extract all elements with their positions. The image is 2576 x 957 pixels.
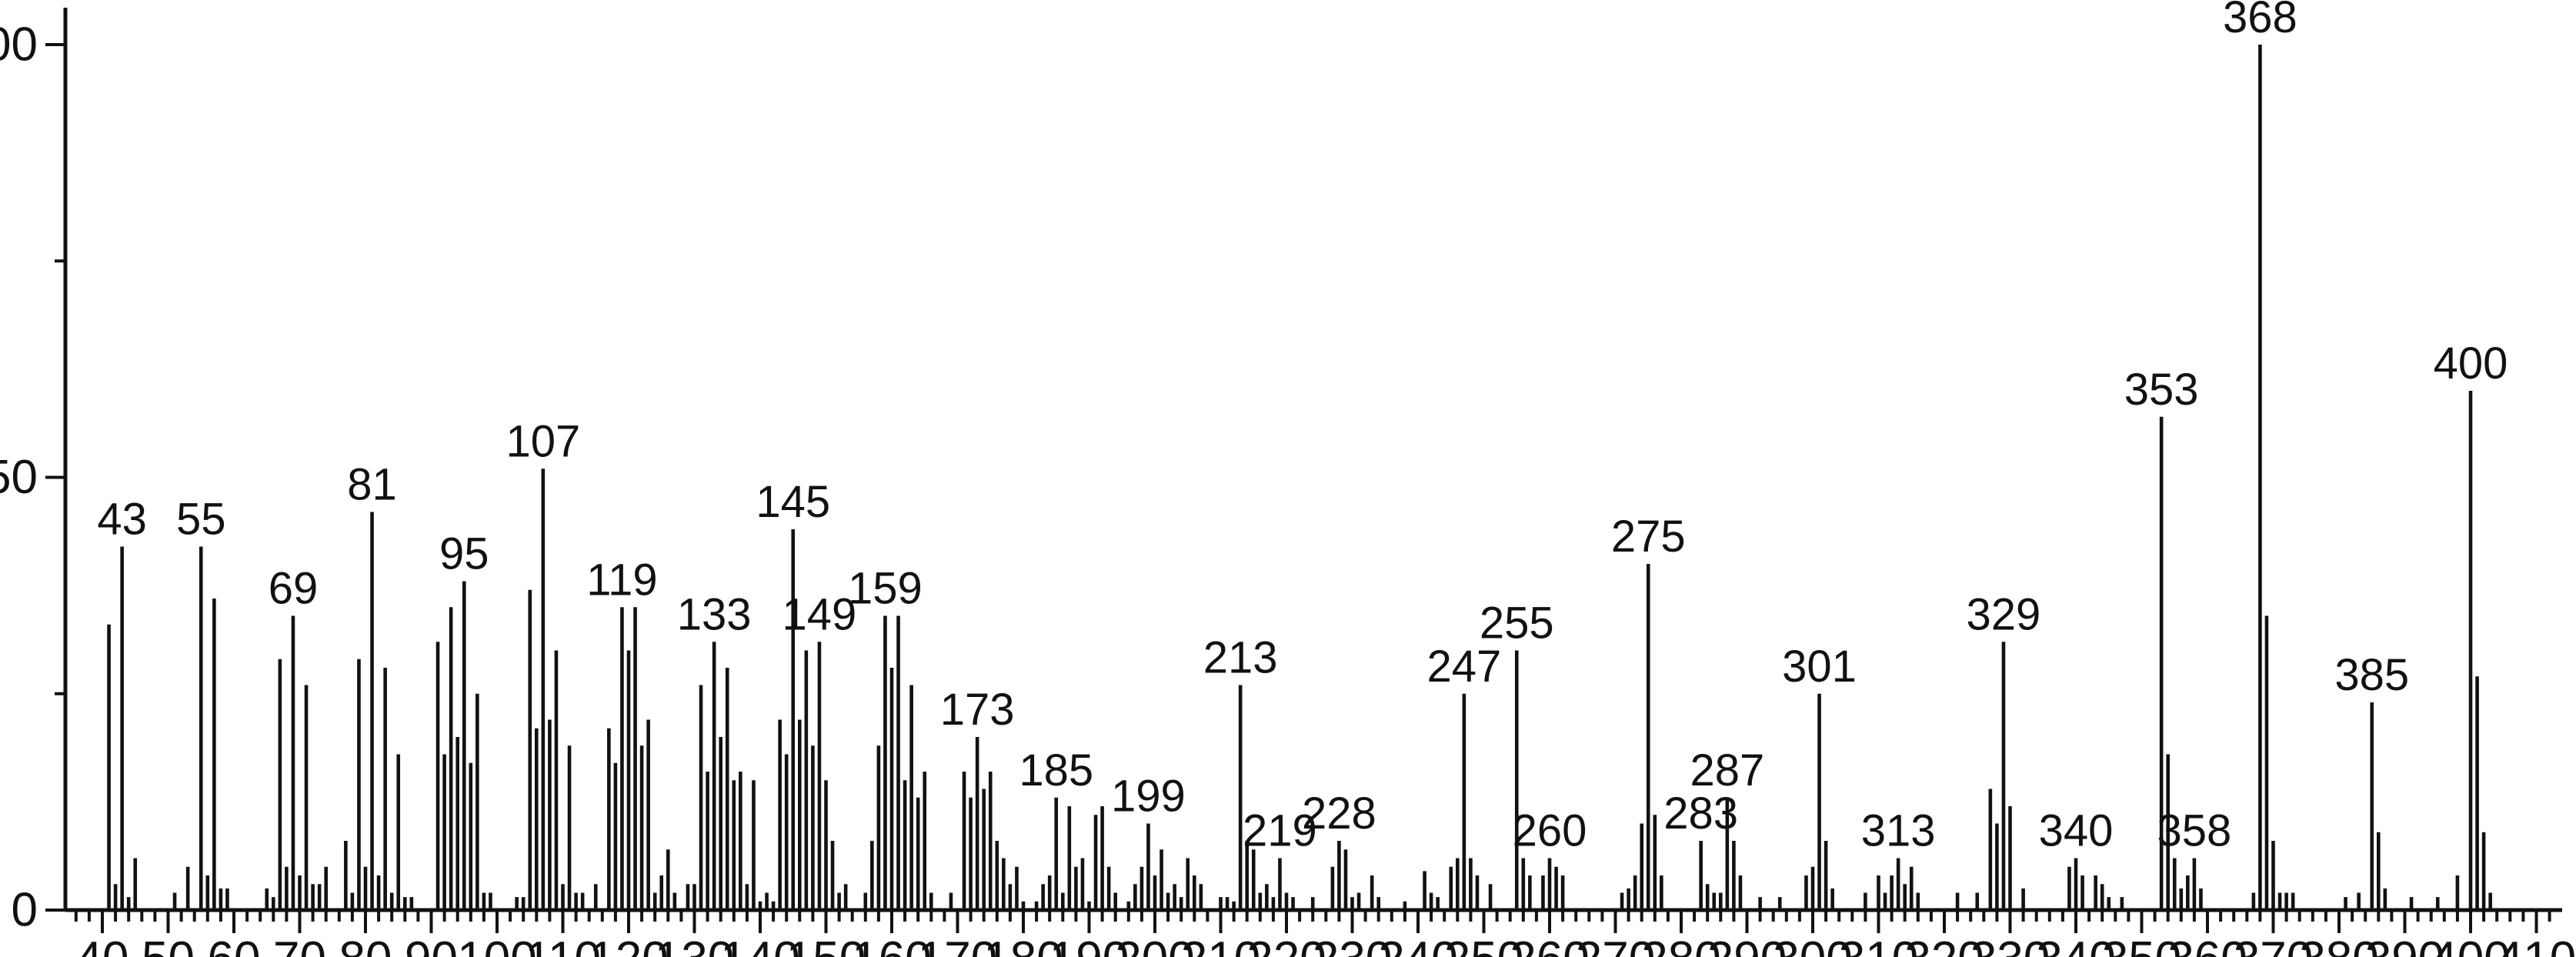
peak-label: 340 <box>2039 806 2114 856</box>
x-tick-label: 130 <box>655 932 734 957</box>
x-tick-label: 80 <box>339 932 392 957</box>
peak-label: 301 <box>1782 642 1857 692</box>
x-tick-label: 310 <box>1839 932 1918 957</box>
peak-label: 199 <box>1111 772 1186 822</box>
x-tick-label: 90 <box>405 932 458 957</box>
axes <box>63 8 2562 912</box>
x-tick-label: 120 <box>589 932 668 957</box>
x-tick-label: 400 <box>2431 932 2510 957</box>
x-tick-label: 190 <box>1049 932 1129 957</box>
x-tick-label: 170 <box>918 932 997 957</box>
peak-label: 275 <box>1611 512 1686 562</box>
x-tick-label: 360 <box>2167 932 2247 957</box>
x-tick-label: 300 <box>1773 932 1852 957</box>
peak-label: 145 <box>756 477 830 527</box>
x-tick-label: 100 <box>457 932 536 957</box>
x-tick-label: 330 <box>1970 932 2050 957</box>
peak-label: 149 <box>782 589 857 639</box>
x-tick-label: 410 <box>2497 932 2576 957</box>
x-tick-label: 260 <box>1510 932 1589 957</box>
peak-label: 283 <box>1663 789 1738 839</box>
tick-marks <box>45 43 2551 933</box>
x-tick-label: 180 <box>983 932 1063 957</box>
peak-label: 313 <box>1861 806 1936 856</box>
peak-label: 173 <box>940 685 1015 735</box>
x-tick-label: 380 <box>2299 932 2378 957</box>
peak-label: 228 <box>1302 789 1376 839</box>
x-tick-label: 160 <box>852 932 931 957</box>
peak-label: 69 <box>269 564 319 614</box>
x-tick-label: 50 <box>142 932 195 957</box>
peak-label: 358 <box>2157 806 2232 856</box>
peak-label: 55 <box>176 495 226 545</box>
peak-label: 385 <box>2334 650 2409 700</box>
peak-label: 133 <box>677 589 752 639</box>
tick-labels: 0501004050607080901001101201301401501601… <box>0 18 2576 957</box>
peak-label: 213 <box>1203 633 1278 683</box>
x-tick-label: 210 <box>1181 932 1260 957</box>
y-tick-label: 100 <box>0 18 38 72</box>
peak-label: 81 <box>347 460 397 510</box>
peak-label: 400 <box>2434 338 2508 388</box>
peak-label: 368 <box>2223 0 2297 42</box>
peak-label: 119 <box>586 555 657 605</box>
y-tick-label: 50 <box>0 451 38 504</box>
x-tick-label: 350 <box>2102 932 2181 957</box>
peak-label: 185 <box>1019 745 1093 795</box>
x-tick-label: 40 <box>76 932 129 957</box>
spectrum-bars <box>107 45 2492 910</box>
x-tick-label: 370 <box>2234 932 2313 957</box>
x-tick-label: 270 <box>1576 932 1655 957</box>
peak-label: 247 <box>1426 642 1501 692</box>
x-tick-label: 60 <box>208 932 261 957</box>
x-tick-label: 340 <box>2036 932 2115 957</box>
x-tick-label: 220 <box>1246 932 1326 957</box>
peak-label: 260 <box>1513 806 1587 856</box>
x-tick-label: 280 <box>1641 932 1720 957</box>
peak-label: 329 <box>1967 589 2041 639</box>
peak-label: 219 <box>1243 806 1317 856</box>
peak-label: 353 <box>2124 365 2199 415</box>
peak-label: 107 <box>506 416 580 466</box>
x-tick-label: 110 <box>525 932 601 957</box>
x-tick-label: 290 <box>1707 932 1787 957</box>
x-tick-label: 140 <box>720 932 799 957</box>
x-tick-label: 230 <box>1313 932 1392 957</box>
peak-label: 159 <box>848 564 923 614</box>
peak-label: 255 <box>1480 599 1554 649</box>
peak-label: 43 <box>97 495 147 545</box>
x-tick-label: 250 <box>1444 932 1523 957</box>
x-tick-label: 200 <box>1115 932 1194 957</box>
y-tick-label: 0 <box>12 884 38 937</box>
x-tick-label: 70 <box>273 932 326 957</box>
x-tick-label: 320 <box>1904 932 1984 957</box>
peak-label: 287 <box>1690 745 1764 795</box>
x-tick-label: 240 <box>1378 932 1457 957</box>
x-tick-label: 150 <box>786 932 866 957</box>
x-tick-label: 390 <box>2365 932 2444 957</box>
peak-label: 95 <box>439 529 489 579</box>
